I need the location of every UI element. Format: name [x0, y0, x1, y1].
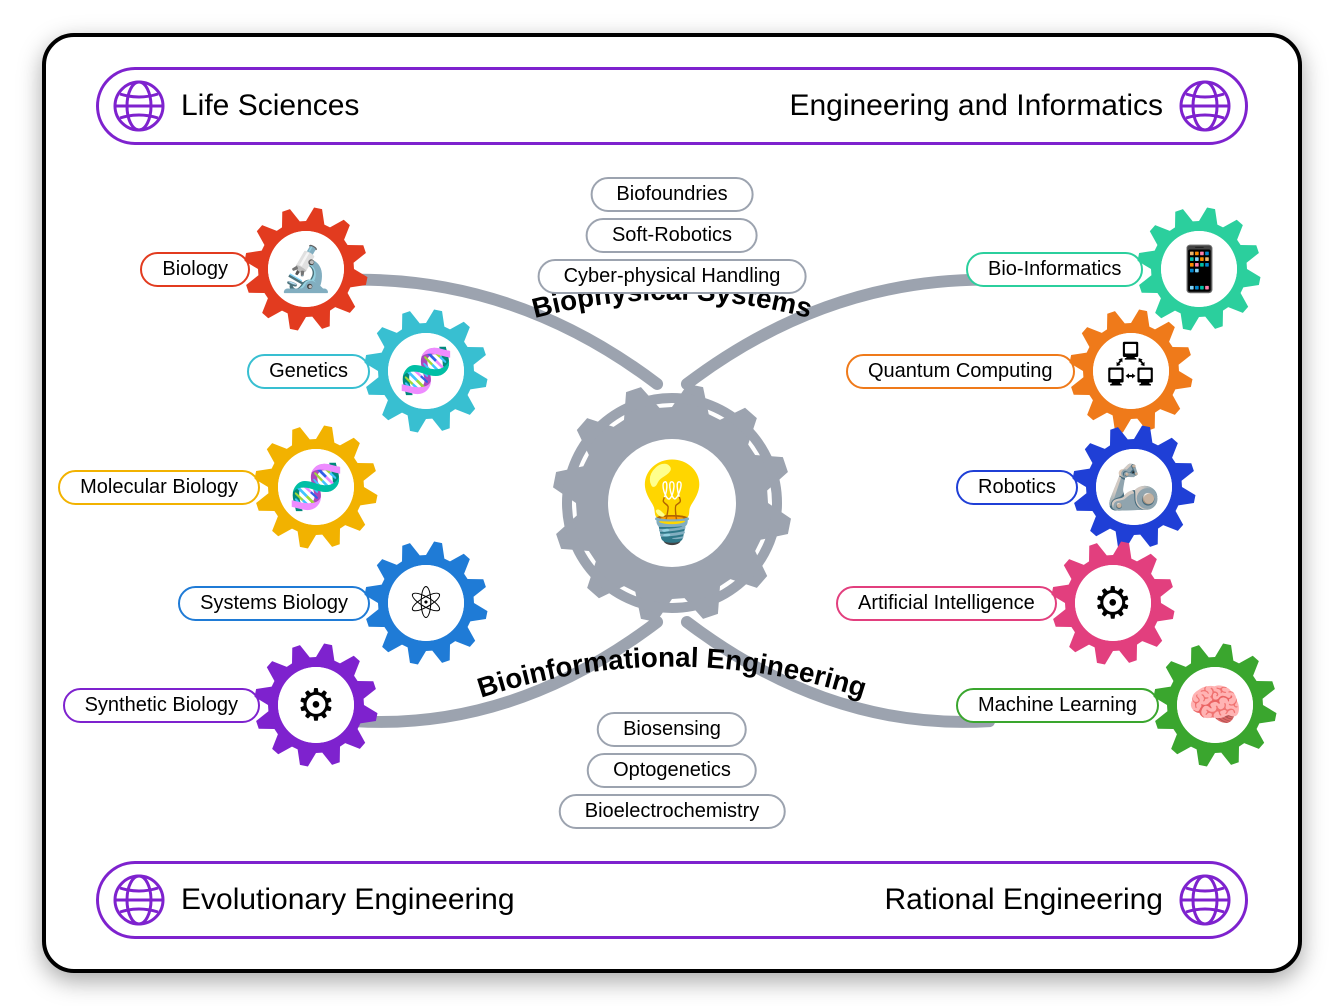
chromosome-icon: 🧬 [362, 307, 490, 435]
gear-node-left-1: Genetics 🧬 [255, 307, 490, 435]
gear-badge: 🧠 [1151, 641, 1279, 769]
pill: Biosensing [597, 712, 747, 747]
gear-badge: 🧬 [252, 423, 380, 551]
footer-left-label: Evolutionary Engineering [181, 883, 515, 917]
node-label: Molecular Biology [58, 470, 260, 505]
header-right: Engineering and Informatics [789, 78, 1233, 134]
section-title-bottom: Bioinformational Engineering [474, 642, 871, 704]
node-label: Machine Learning [956, 688, 1159, 723]
dna-lens-icon: 🧬 [252, 423, 380, 551]
pill: Bioelectrochemistry [559, 794, 786, 829]
node-label: Artificial Intelligence [836, 586, 1057, 621]
node-label: Genetics [247, 354, 370, 389]
gear-badge: ⚙ [252, 641, 380, 769]
diagram-frame: Biophysical Systems Bioinformational Eng… [42, 33, 1302, 973]
globe-icon [111, 872, 167, 928]
bottom-pill-stack: Biosensing Optogenetics Bioelectrochemistr… [559, 712, 786, 829]
gear-node-right-2: 🦾 Robotics [964, 423, 1198, 551]
gear-node-right-4: 🧠 Machine Learning [964, 641, 1279, 769]
node-label: Bio-Informatics [966, 252, 1143, 287]
pill: Biofoundries [590, 177, 753, 212]
gear-badge: 🧬 [362, 307, 490, 435]
gear-badge: ⚛ [362, 539, 490, 667]
header-band: Life Sciences Engineering and Informatic… [96, 67, 1248, 145]
gear-node-left-4: Synthetic Biology ⚙ [71, 641, 380, 769]
node-label: Biology [140, 252, 250, 287]
gear-badge: 🦾 [1070, 423, 1198, 551]
lightbulb-gear-icon: 💡 [542, 373, 802, 633]
node-label: Robotics [956, 470, 1078, 505]
cell-icon: ⚛ [362, 539, 490, 667]
header-left: Life Sciences [111, 78, 359, 134]
gear-badge: 🖧 [1067, 307, 1195, 435]
gear-node-right-1: 🖧 Quantum Computing [854, 307, 1195, 435]
globe-icon [1177, 78, 1233, 134]
chip-icon: 🖧 [1067, 307, 1195, 435]
footer-right: Rational Engineering [884, 872, 1233, 928]
dna-gear-icon: ⚙ [252, 641, 380, 769]
pill: Soft-Robotics [586, 218, 758, 253]
center-icon-wrap: 💡 [542, 373, 802, 633]
footer-right-label: Rational Engineering [884, 883, 1163, 917]
globe-icon [111, 78, 167, 134]
node-label: Synthetic Biology [63, 688, 260, 723]
header-right-label: Engineering and Informatics [789, 89, 1163, 123]
gear-node-left-2: Molecular Biology 🧬 [66, 423, 380, 551]
pill: Optogenetics [587, 753, 757, 788]
header-left-label: Life Sciences [181, 89, 359, 123]
node-label: Systems Biology [178, 586, 370, 621]
pill: Cyber-physical Handling [538, 259, 807, 294]
globe-icon [1177, 872, 1233, 928]
top-pill-stack: Biofoundries Soft-Robotics Cyber-physical … [538, 177, 807, 294]
brain-icon: 🧠 [1151, 641, 1279, 769]
node-label: Quantum Computing [846, 354, 1075, 389]
robot-arm-icon: 🦾 [1070, 423, 1198, 551]
footer-band: Evolutionary Engineering Rational Engine… [96, 861, 1248, 939]
footer-left: Evolutionary Engineering [111, 872, 515, 928]
